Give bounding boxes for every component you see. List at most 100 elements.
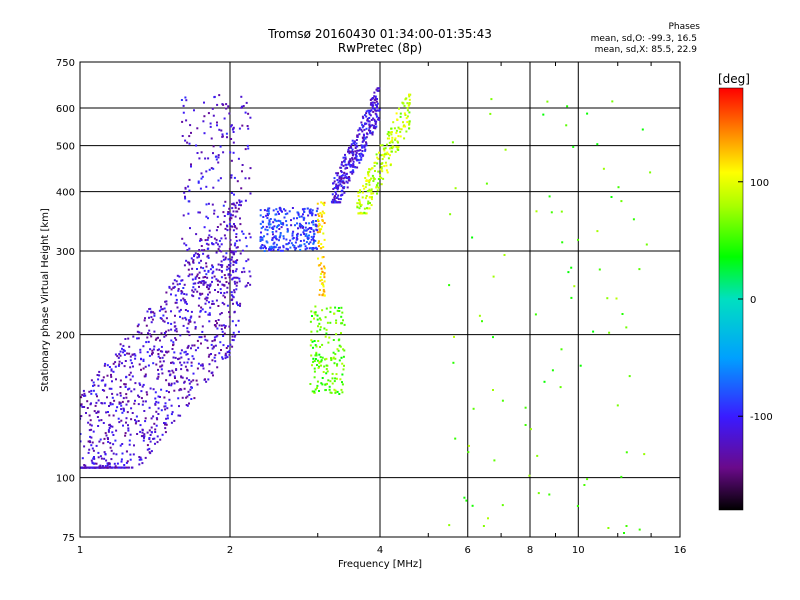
data-point (174, 329, 177, 332)
data-point (188, 379, 191, 382)
data-point (356, 202, 359, 205)
data-point (203, 132, 206, 135)
data-point (165, 330, 167, 333)
x-tick-label: 8 (527, 545, 533, 556)
data-point (317, 264, 320, 267)
data-point (149, 440, 152, 443)
data-point (454, 437, 457, 440)
data-point (340, 184, 343, 187)
data-point (232, 331, 235, 334)
data-point (260, 227, 263, 230)
data-point (323, 276, 326, 279)
data-point (205, 242, 208, 245)
data-point (321, 210, 324, 213)
data-point (93, 456, 95, 458)
data-point (173, 382, 176, 385)
data-point (142, 439, 145, 442)
data-point (138, 458, 141, 461)
data-point (308, 234, 310, 237)
data-point (395, 145, 398, 148)
data-point (368, 196, 371, 199)
data-point (291, 207, 294, 209)
data-point (341, 174, 344, 177)
data-point (261, 244, 264, 246)
data-point (229, 269, 232, 272)
data-point (402, 102, 405, 105)
data-point (365, 141, 367, 144)
data-point (361, 123, 364, 126)
data-point (198, 254, 201, 256)
data-point (214, 320, 217, 322)
data-point (375, 186, 378, 189)
data-point (221, 283, 224, 286)
data-point (202, 276, 205, 279)
data-point (205, 299, 208, 302)
data-point (352, 160, 355, 163)
data-point (83, 466, 86, 469)
data-point (215, 335, 218, 338)
data-point (213, 336, 216, 339)
data-point (145, 391, 148, 394)
data-point (548, 195, 551, 198)
data-point (144, 400, 147, 403)
data-point (611, 100, 614, 103)
data-point (224, 237, 227, 240)
data-point (408, 95, 411, 98)
data-point (142, 367, 145, 370)
data-point (216, 279, 219, 282)
data-point (186, 327, 189, 330)
data-point (95, 393, 98, 396)
data-point (368, 168, 371, 171)
data-point (386, 171, 389, 174)
data-point (205, 265, 208, 268)
data-point (275, 220, 278, 223)
data-point (375, 125, 378, 128)
data-point (149, 333, 151, 336)
data-point (374, 123, 377, 125)
data-point (341, 383, 344, 386)
data-point (271, 237, 274, 240)
data-point (359, 191, 362, 194)
data-point (204, 157, 207, 160)
data-point (229, 343, 232, 346)
data-point (228, 212, 231, 215)
data-point (87, 440, 90, 443)
data-point (279, 235, 282, 238)
data-point (337, 181, 340, 184)
data-point (188, 189, 191, 192)
data-point (235, 301, 238, 304)
data-point (87, 421, 90, 424)
data-point (204, 310, 207, 313)
data-point (219, 288, 222, 291)
data-point (349, 144, 352, 147)
data-point (131, 353, 134, 356)
data-point (320, 201, 323, 204)
data-point (278, 212, 280, 215)
data-point (311, 390, 314, 393)
data-point (301, 225, 304, 227)
data-point (207, 247, 210, 250)
data-point (216, 103, 219, 106)
data-point (319, 289, 321, 291)
data-point (141, 431, 144, 434)
data-point (185, 119, 188, 122)
data-point (194, 288, 197, 291)
data-point (339, 201, 342, 204)
data-point (241, 170, 243, 173)
data-point (192, 379, 195, 382)
data-point (127, 424, 129, 427)
data-point (349, 158, 352, 161)
data-point (263, 235, 265, 238)
data-point (329, 321, 332, 324)
data-point (273, 218, 276, 221)
data-point (382, 177, 385, 180)
data-point (211, 303, 214, 305)
data-point (150, 417, 153, 420)
data-point (183, 380, 186, 383)
data-point (277, 249, 279, 251)
data-point (383, 155, 386, 158)
data-point (92, 430, 95, 433)
data-point (165, 334, 168, 337)
data-point (229, 239, 232, 242)
data-point (200, 245, 203, 247)
